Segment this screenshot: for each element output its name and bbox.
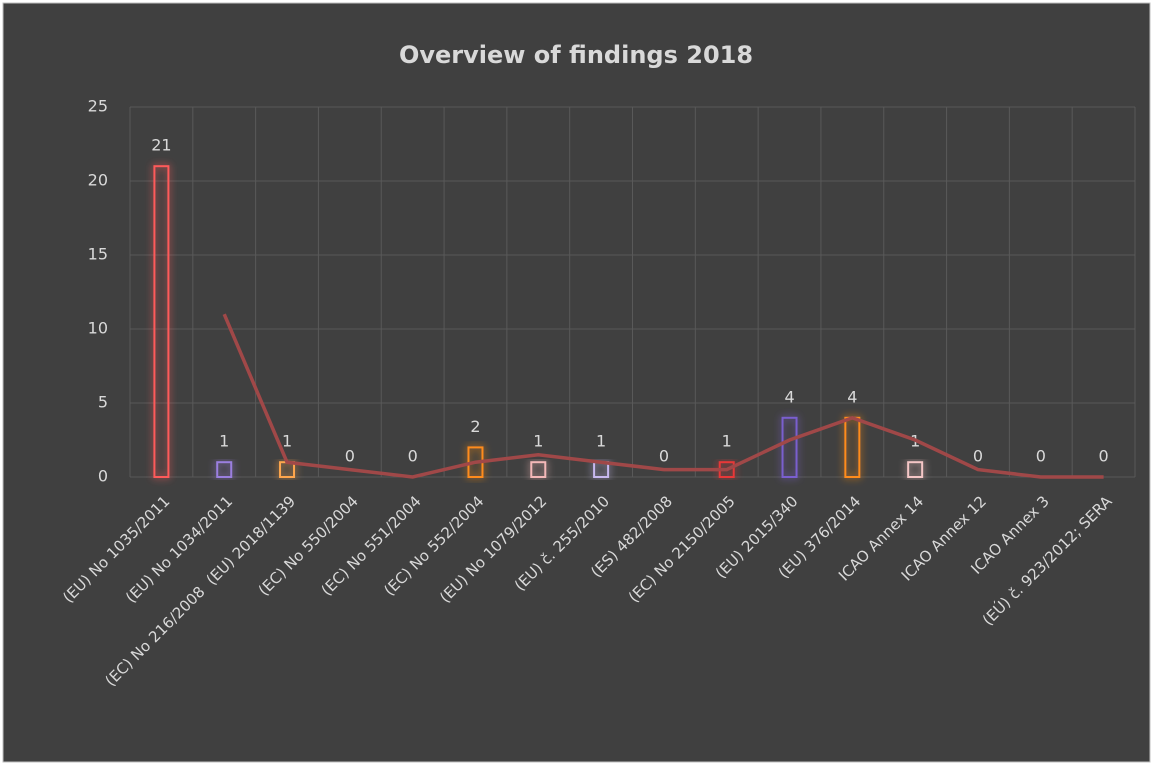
y-tick-label: 5 — [98, 393, 108, 412]
data-label: 0 — [659, 447, 669, 466]
data-label: 0 — [1036, 447, 1046, 466]
data-label: 1 — [533, 432, 543, 451]
bar — [530, 461, 547, 479]
y-tick-label: 25 — [88, 97, 108, 116]
trend-line — [222, 313, 1104, 479]
data-label: 1 — [722, 432, 732, 451]
y-tick-label: 0 — [98, 467, 108, 486]
bar — [781, 416, 798, 478]
data-label: 0 — [1099, 447, 1109, 466]
y-tick-label: 10 — [88, 319, 108, 338]
data-label: 1 — [282, 432, 292, 451]
data-label: 21 — [151, 136, 171, 155]
bar — [153, 165, 170, 478]
data-label: 0 — [408, 447, 418, 466]
bar — [216, 461, 233, 479]
data-label: 0 — [345, 447, 355, 466]
data-label: 1 — [596, 432, 606, 451]
bar — [907, 461, 924, 479]
data-label: 0 — [973, 447, 983, 466]
data-label: 2 — [470, 417, 480, 436]
y-tick-label: 20 — [88, 171, 108, 190]
chart-title: Overview of findings 2018 — [399, 41, 753, 69]
data-label: 1 — [219, 432, 229, 451]
data-label: 4 — [784, 387, 794, 406]
data-label: 4 — [847, 387, 857, 406]
y-tick-label: 15 — [88, 245, 108, 264]
